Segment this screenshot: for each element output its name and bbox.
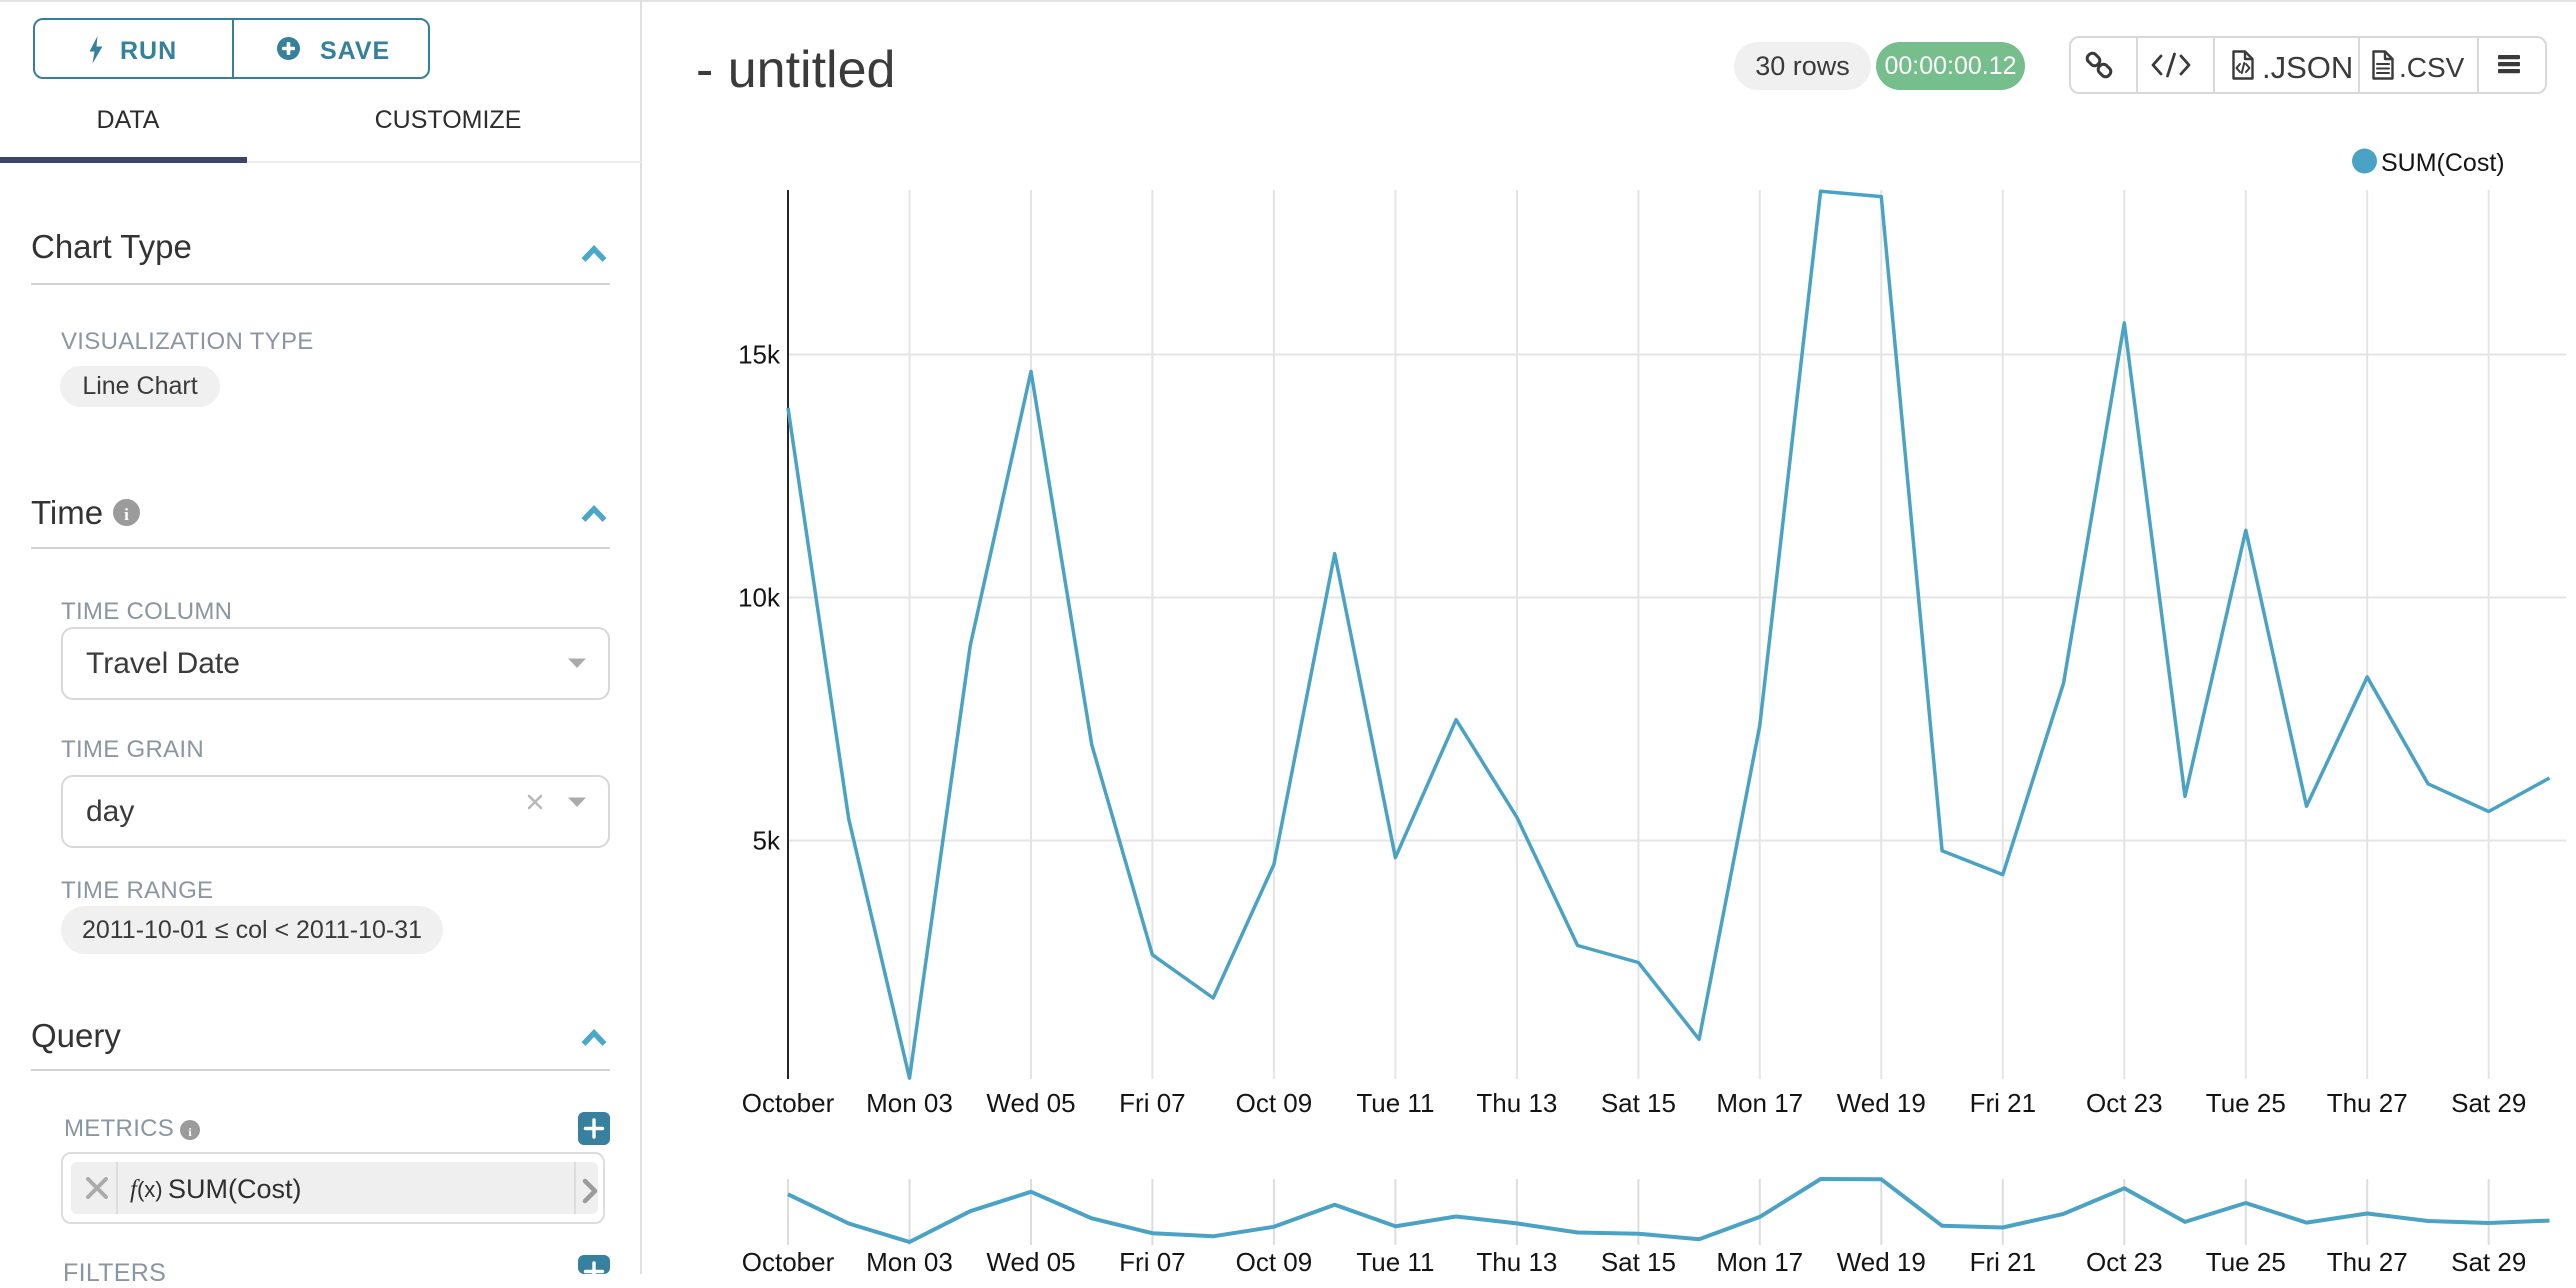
svg-text:Thu 13: Thu 13 bbox=[1476, 1088, 1557, 1118]
svg-text:Sat 29: Sat 29 bbox=[2451, 1088, 2526, 1118]
svg-text:Fri 21: Fri 21 bbox=[1970, 1088, 2036, 1118]
svg-text:Mon 03: Mon 03 bbox=[866, 1088, 953, 1118]
svg-text:SUM(Cost): SUM(Cost) bbox=[2381, 149, 2505, 177]
svg-text:Mon 17: Mon 17 bbox=[1716, 1247, 1803, 1274]
svg-text:Sat 15: Sat 15 bbox=[1601, 1247, 1676, 1274]
svg-text:Wed 19: Wed 19 bbox=[1837, 1088, 1926, 1118]
svg-text:Mon 03: Mon 03 bbox=[866, 1247, 953, 1274]
svg-text:Fri 21: Fri 21 bbox=[1970, 1247, 2036, 1274]
svg-text:Oct 09: Oct 09 bbox=[1236, 1088, 1313, 1118]
svg-text:Wed 19: Wed 19 bbox=[1837, 1247, 1926, 1274]
svg-text:i: i bbox=[124, 505, 129, 524]
svg-text:Wed 05: Wed 05 bbox=[986, 1088, 1075, 1118]
svg-text:10k: 10k bbox=[738, 583, 781, 613]
svg-text:Sat 15: Sat 15 bbox=[1601, 1088, 1676, 1118]
svg-text:Oct 23: Oct 23 bbox=[2086, 1088, 2163, 1118]
svg-text:5k: 5k bbox=[753, 826, 781, 856]
svg-text:October: October bbox=[742, 1247, 835, 1274]
svg-text:Oct 23: Oct 23 bbox=[2086, 1247, 2163, 1274]
svg-text:Tue 11: Tue 11 bbox=[1356, 1247, 1434, 1274]
svg-text:15k: 15k bbox=[738, 340, 781, 370]
svg-text:Thu 13: Thu 13 bbox=[1476, 1247, 1557, 1274]
svg-text:Oct 09: Oct 09 bbox=[1236, 1247, 1313, 1274]
svg-text:Mon 17: Mon 17 bbox=[1716, 1088, 1803, 1118]
svg-text:Wed 05: Wed 05 bbox=[986, 1247, 1075, 1274]
svg-text:Fri 07: Fri 07 bbox=[1119, 1088, 1185, 1118]
svg-text:Tue 25: Tue 25 bbox=[2206, 1088, 2286, 1118]
svg-text:i: i bbox=[188, 1125, 192, 1139]
svg-text:Fri 07: Fri 07 bbox=[1119, 1247, 1185, 1274]
svg-text:Thu 27: Thu 27 bbox=[2327, 1247, 2408, 1274]
svg-text:October: October bbox=[742, 1088, 835, 1118]
svg-text:Tue 25: Tue 25 bbox=[2206, 1247, 2286, 1274]
svg-text:Sat 29: Sat 29 bbox=[2451, 1247, 2526, 1274]
svg-text:Tue 11: Tue 11 bbox=[1356, 1088, 1434, 1118]
svg-text:Thu 27: Thu 27 bbox=[2327, 1088, 2408, 1118]
